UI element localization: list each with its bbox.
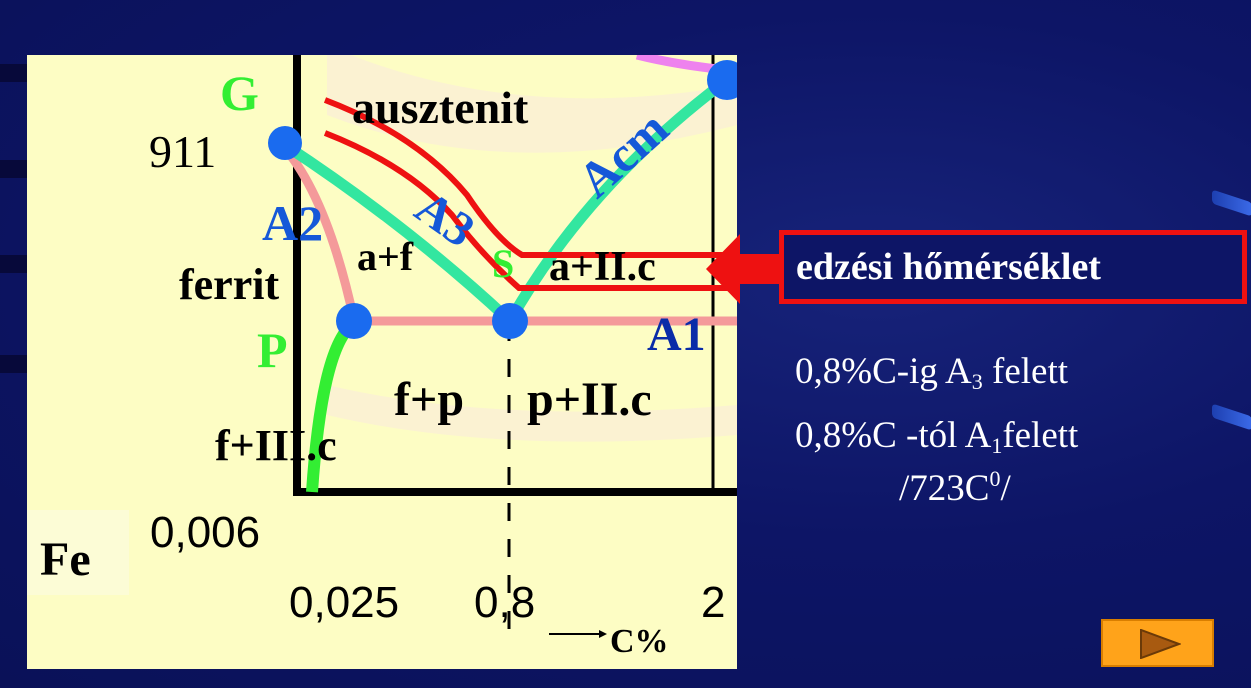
hardening-band-upper — [323, 97, 737, 258]
iron-carbon-diagram: G 911 ausztenit Acm A3 A2 a+f S a+II.c f… — [27, 55, 737, 669]
note-line-1: 0,8%C-ig A3 felett — [795, 351, 1069, 394]
decorative-swoosh — [1212, 403, 1251, 431]
label-ferrite-pearlite: f+p — [394, 373, 464, 426]
label-pearlite-cementite: p+II.c — [527, 373, 652, 426]
c-axis-arrowhead — [599, 630, 607, 638]
label-c-axis: C% — [610, 623, 669, 660]
label-a1: A1 — [647, 308, 706, 361]
label-austenite: ausztenit — [352, 82, 529, 133]
label-gamma-cementite: a+II.c — [549, 244, 656, 290]
callout-text: edzési hőmérséklet — [796, 246, 1101, 288]
note-line-2: 0,8%C -tól A1felett — [795, 415, 1079, 458]
background-stripe — [0, 160, 27, 178]
label-a2: A2 — [262, 195, 323, 251]
hardening-temperature-callout: edzési hőmérséklet — [779, 230, 1247, 304]
play-triangle-icon — [1140, 629, 1181, 659]
fe-box — [27, 510, 129, 595]
austenite-band — [327, 55, 737, 153]
point-s — [492, 303, 528, 339]
label-ferrite: ferrit — [179, 260, 279, 309]
decorative-swoosh — [1212, 189, 1251, 217]
background-stripe — [0, 355, 27, 373]
tick-0-025: 0,025 — [289, 578, 399, 627]
hardening-band-lower — [323, 130, 737, 291]
background-stripe — [0, 255, 27, 273]
label-g: G — [220, 65, 259, 121]
tick-0-8: 0,8 — [474, 578, 535, 627]
red-arrow-icon — [706, 234, 800, 304]
point-p — [336, 303, 372, 339]
label-p: P — [257, 322, 288, 378]
point-g — [268, 126, 302, 160]
tick-2: 2 — [701, 578, 725, 627]
label-s: S — [492, 241, 514, 286]
label-fe: Fe — [40, 533, 91, 586]
a3-line — [281, 140, 514, 326]
label-911: 911 — [149, 126, 216, 177]
note-line-3: /723C0/ — [899, 466, 1011, 509]
lower-band — [327, 385, 737, 442]
label-alpha-gamma: a+f — [357, 234, 414, 279]
label-ferrite-tertiary: f+III.c — [215, 421, 337, 470]
next-slide-button[interactable] — [1101, 619, 1214, 667]
background-stripe — [0, 64, 27, 82]
tick-0-006: 0,006 — [150, 508, 260, 557]
point-e — [707, 60, 737, 100]
phase-diagram-svg: G 911 ausztenit Acm A3 A2 a+f S a+II.c f… — [27, 55, 737, 660]
